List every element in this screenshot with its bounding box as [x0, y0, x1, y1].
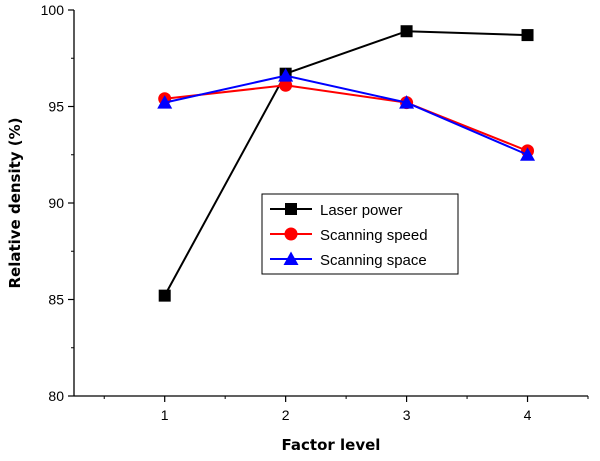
x-axis-title: Factor level: [282, 436, 381, 454]
legend-label: Scanning space: [320, 252, 427, 269]
legend-marker: [285, 203, 297, 215]
data-point: [520, 147, 536, 161]
x-tick-label: 1: [161, 407, 169, 423]
series-layer: [157, 25, 536, 302]
data-point: [279, 78, 293, 92]
y-tick-label: 90: [48, 195, 64, 211]
legend-item: Scanning speed: [270, 227, 428, 244]
legend-marker: [284, 227, 298, 241]
y-axis-title: Relative density (%): [6, 117, 24, 288]
data-point: [400, 25, 413, 38]
x-tick-label: 2: [282, 407, 290, 423]
legend-item: Laser power: [270, 202, 403, 219]
plot-area: 80 85 90 95 100 1 2 3 4: [41, 2, 589, 423]
series-line: [163, 30, 528, 297]
series-line: [164, 74, 528, 156]
data-point: [399, 95, 415, 109]
x-tick-label: 3: [403, 407, 411, 423]
legend: Laser power Scanning speed Scanning space: [261, 193, 459, 275]
legend-label: Laser power: [320, 202, 403, 219]
series-line: [164, 84, 528, 152]
data-point: [157, 95, 173, 109]
data-point: [158, 289, 171, 302]
data-point: [521, 29, 534, 42]
y-tick-label: 85: [48, 292, 64, 308]
y-tick-label: 100: [41, 2, 65, 18]
y-tick-label: 95: [48, 99, 64, 115]
series-scanning-space: [157, 68, 536, 161]
data-point: [278, 68, 294, 82]
x-tick-label: 4: [524, 407, 532, 423]
legend-item: Scanning space: [270, 251, 427, 269]
y-tick-label: 80: [48, 388, 64, 404]
legend-marker: [283, 251, 299, 265]
legend-label: Scanning speed: [320, 227, 428, 244]
